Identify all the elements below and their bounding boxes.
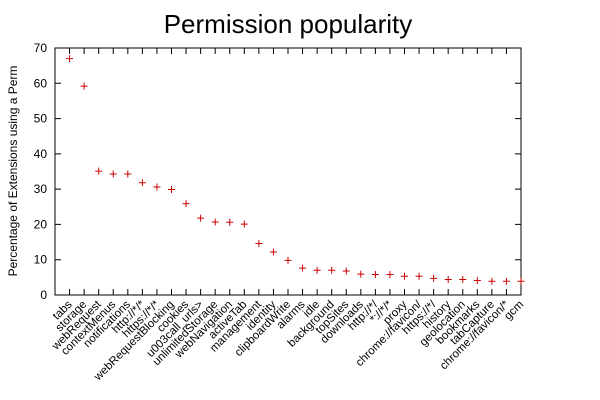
y-tick-label: 40 bbox=[34, 147, 48, 161]
point bbox=[517, 277, 525, 285]
point bbox=[342, 267, 350, 275]
point bbox=[95, 167, 103, 175]
point bbox=[299, 264, 307, 272]
y-tick-label: 20 bbox=[34, 217, 48, 231]
point bbox=[473, 277, 481, 285]
point bbox=[357, 270, 365, 278]
y-tick-label: 50 bbox=[34, 112, 48, 126]
point bbox=[430, 274, 438, 282]
point bbox=[197, 214, 205, 222]
point bbox=[371, 271, 379, 279]
y-tick-label: 0 bbox=[40, 288, 47, 302]
point bbox=[313, 266, 321, 274]
point bbox=[66, 55, 74, 63]
point bbox=[255, 239, 263, 247]
point bbox=[415, 272, 423, 280]
point bbox=[138, 179, 146, 187]
point bbox=[211, 218, 219, 226]
point bbox=[386, 271, 394, 279]
point bbox=[444, 275, 452, 283]
point bbox=[401, 272, 408, 280]
point bbox=[168, 185, 175, 193]
point bbox=[284, 256, 292, 264]
point bbox=[488, 277, 496, 285]
point bbox=[124, 170, 132, 178]
chart-title: Permission popularity bbox=[164, 9, 413, 39]
y-axis-label: Percentage of Extensions using a Perm bbox=[6, 66, 20, 277]
y-tick-label: 60 bbox=[34, 76, 48, 90]
point bbox=[182, 200, 190, 208]
point bbox=[240, 220, 248, 228]
point bbox=[153, 183, 161, 191]
point bbox=[328, 266, 336, 274]
point bbox=[109, 170, 117, 178]
point bbox=[459, 275, 467, 283]
y-tick-label: 70 bbox=[34, 41, 48, 55]
point bbox=[502, 277, 510, 285]
y-tick-label: 10 bbox=[34, 253, 48, 267]
point bbox=[269, 248, 277, 256]
y-tick-label: 30 bbox=[34, 182, 48, 196]
point bbox=[226, 218, 234, 226]
point bbox=[80, 82, 88, 90]
